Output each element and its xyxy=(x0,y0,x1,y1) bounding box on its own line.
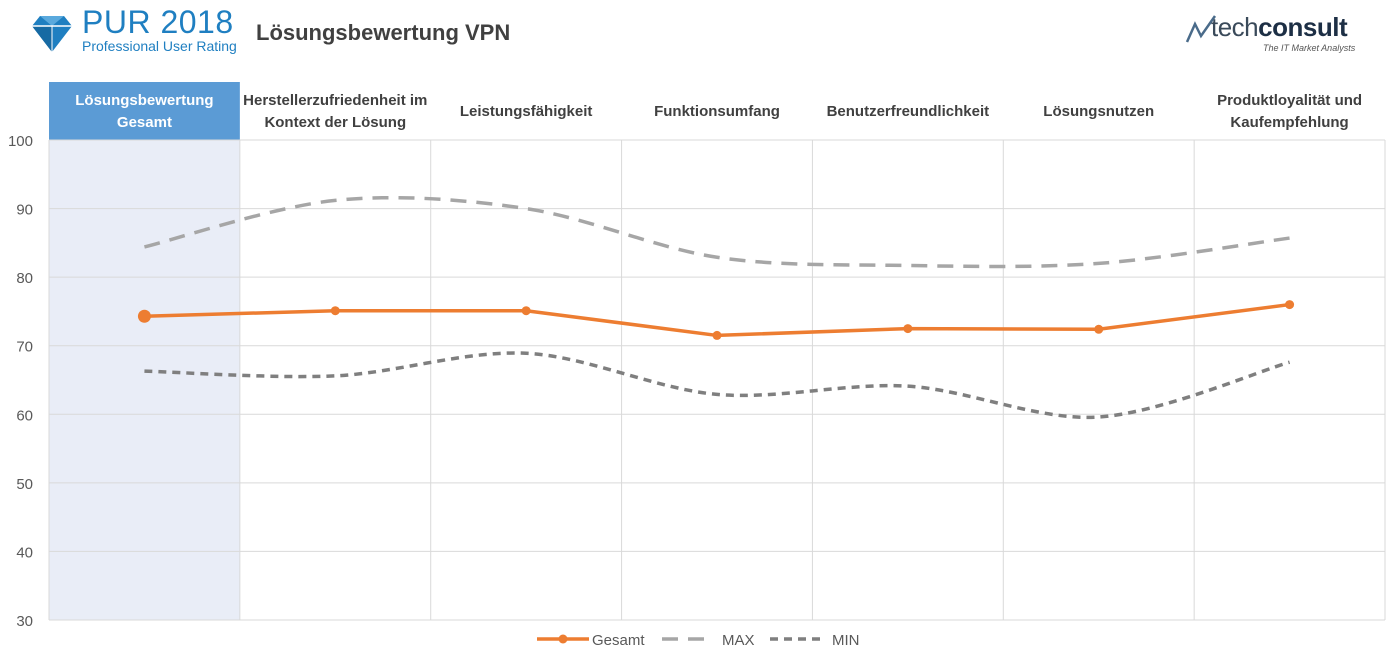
category-label: Herstellerzufriedenheit im Kontext der Lö… xyxy=(243,92,427,131)
category-label-line: Funktionsumfang xyxy=(654,103,780,120)
legend-label-min: MIN xyxy=(832,632,860,649)
y-tick-label: 30 xyxy=(16,613,33,626)
pur-logo: PUR 2018 Professional User Rating xyxy=(30,4,245,58)
page-title: Lösungsbewertung VPN xyxy=(256,20,511,45)
category-label-line: Lösungsbewertung xyxy=(75,92,213,109)
highlight-band xyxy=(49,140,240,620)
header: PUR 2018 Professional User Rating Lösung… xyxy=(0,0,1395,70)
y-tick-label: 40 xyxy=(16,544,33,561)
highlight-header xyxy=(49,82,240,140)
data-point-gesamt xyxy=(1094,324,1104,334)
partner-name-bold: consult xyxy=(1258,12,1348,42)
category-label: Produktloyalität und Kaufempfehlung xyxy=(1217,92,1362,131)
y-tick-label: 80 xyxy=(16,270,33,287)
partner-name-light: tech xyxy=(1211,12,1259,42)
data-point-gesamt xyxy=(1285,300,1295,310)
y-tick-label: 50 xyxy=(16,476,33,493)
data-point-gesamt xyxy=(521,306,531,316)
category-label-line: Kontext der Lösung xyxy=(264,114,406,131)
category-label: Funktionsumfang xyxy=(654,103,780,120)
data-point-gesamt xyxy=(137,309,151,323)
partner-tagline: The IT Market Analysts xyxy=(1263,43,1356,53)
chart-legend: Gesamt MAX MIN xyxy=(537,632,860,649)
brand-subtitle: Professional User Rating xyxy=(82,38,237,54)
y-tick-label: 60 xyxy=(16,407,33,424)
category-label: Leistungsfähigkeit xyxy=(460,103,593,120)
data-point-gesamt xyxy=(903,324,913,334)
series-line-min xyxy=(144,351,1291,420)
category-label: Lösungsnutzen xyxy=(1043,103,1154,120)
category-label: Benutzerfreundlichkeit xyxy=(827,103,990,120)
legend-marker xyxy=(558,634,568,644)
category-label-line: Kaufempfehlung xyxy=(1230,114,1348,131)
data-point-gesamt xyxy=(712,330,722,340)
chart: 30 40 50 60 70 80 90 100 Lösungsbewertung Gesamt H… xyxy=(8,82,1386,626)
data-point-gesamt xyxy=(330,306,340,316)
category-label-line: Leistungsfähigkeit xyxy=(460,103,593,120)
category-label-line: Gesamt xyxy=(117,114,172,131)
series-line-gesamt xyxy=(144,302,1290,338)
y-tick-label: 100 xyxy=(8,133,33,150)
swoosh-icon xyxy=(1185,15,1217,43)
category-label-line: Benutzerfreundlichkeit xyxy=(827,103,990,120)
partner-name: techconsult xyxy=(1211,12,1348,43)
y-tick-label: 70 xyxy=(16,339,33,356)
diamond-icon xyxy=(32,16,72,52)
category-label-line: Produktloyalität und xyxy=(1217,92,1362,109)
category-label: Lösungsbewertung Gesamt xyxy=(75,92,213,131)
legend-label-gesamt: Gesamt xyxy=(592,632,645,649)
y-tick-label: 90 xyxy=(16,202,33,219)
legend-label-max: MAX xyxy=(722,632,755,649)
category-label-line: Herstellerzufriedenheit im xyxy=(243,92,427,109)
category-label-line: Lösungsnutzen xyxy=(1043,103,1154,120)
brand-title: PUR 2018 xyxy=(82,4,234,40)
techconsult-logo: techconsult The IT Market Analysts xyxy=(1185,8,1385,58)
series-line-max xyxy=(144,195,1290,269)
